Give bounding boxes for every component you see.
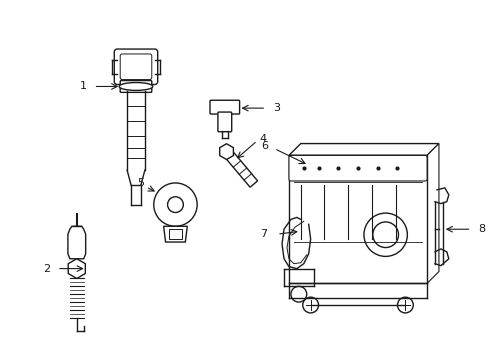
Circle shape (154, 183, 197, 226)
Polygon shape (226, 152, 258, 187)
Circle shape (168, 197, 183, 212)
Circle shape (303, 297, 318, 313)
Text: 5: 5 (137, 178, 145, 188)
Circle shape (373, 222, 398, 248)
Polygon shape (427, 144, 439, 283)
FancyBboxPatch shape (210, 100, 240, 114)
Polygon shape (289, 144, 439, 156)
FancyBboxPatch shape (289, 156, 427, 181)
FancyBboxPatch shape (120, 81, 152, 93)
FancyBboxPatch shape (218, 112, 232, 132)
Polygon shape (164, 226, 187, 242)
Text: 1: 1 (80, 81, 87, 91)
Circle shape (364, 213, 407, 256)
FancyBboxPatch shape (114, 49, 158, 85)
Circle shape (397, 297, 413, 313)
Polygon shape (68, 259, 85, 278)
Text: 7: 7 (260, 229, 267, 239)
Text: 4: 4 (259, 134, 267, 144)
Text: 2: 2 (43, 264, 50, 274)
FancyBboxPatch shape (120, 54, 152, 80)
Ellipse shape (119, 82, 153, 90)
Text: 6: 6 (261, 140, 268, 150)
Polygon shape (220, 144, 233, 159)
Text: 3: 3 (273, 103, 280, 113)
Text: 8: 8 (478, 224, 486, 234)
FancyBboxPatch shape (169, 229, 182, 239)
Circle shape (291, 286, 307, 302)
Bar (289, 156, 427, 283)
Polygon shape (68, 226, 86, 259)
